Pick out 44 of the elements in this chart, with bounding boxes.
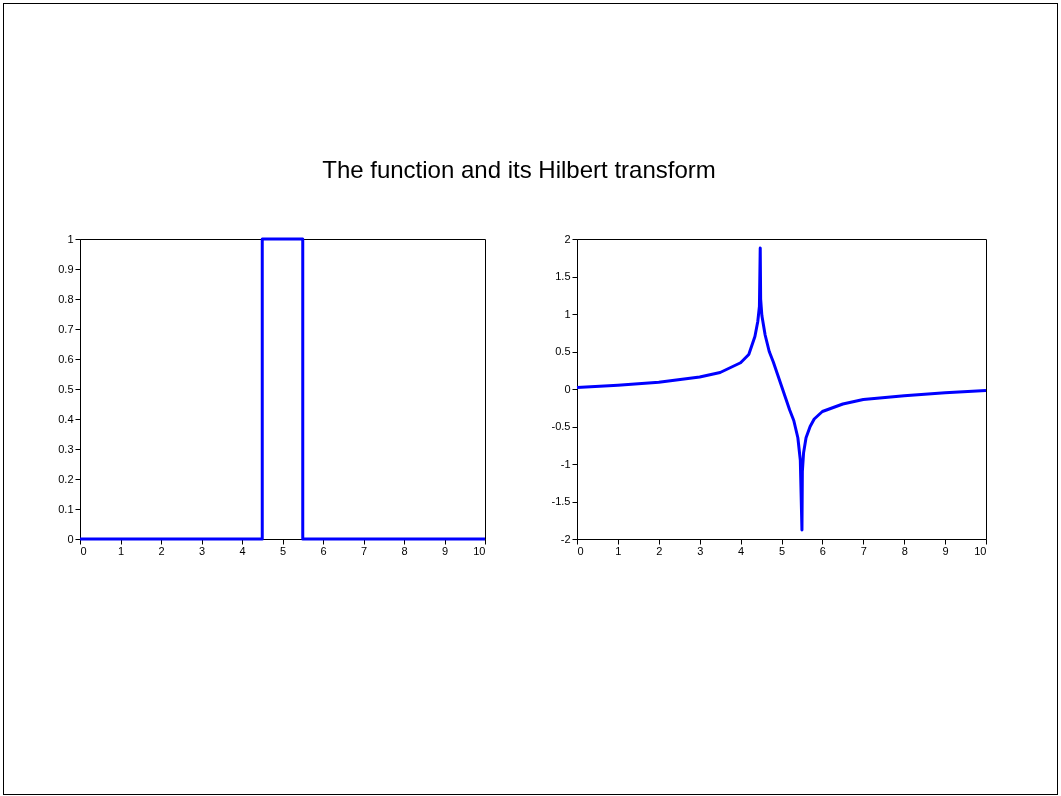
y-tick-label: 0.8 xyxy=(58,292,74,305)
y-tick-label: 1.5 xyxy=(555,270,571,282)
y-tick-label: 0.5 xyxy=(555,345,571,357)
x-tick-label: 6 xyxy=(320,544,327,557)
x-tick-label: 3 xyxy=(198,544,206,557)
x-tick-label: 9 xyxy=(441,544,449,557)
y-tick-label: -1.5 xyxy=(551,495,571,507)
x-tick-label: 5 xyxy=(279,544,287,557)
x-tick-label: 8 xyxy=(901,544,908,557)
x-tick-label: 2 xyxy=(158,544,165,557)
y-tick-label: 0 xyxy=(564,382,571,395)
x-tick-label: 1 xyxy=(615,544,622,557)
x-tick-label: 7 xyxy=(360,544,368,557)
x-tick-label: 7 xyxy=(860,544,867,557)
line-series xyxy=(575,246,988,532)
y-tick-label: -2 xyxy=(560,532,571,545)
x-tick-label: 2 xyxy=(656,544,663,557)
y-tick-label: 0 xyxy=(67,532,74,545)
y-tick-label: 0.5 xyxy=(58,382,74,395)
y-tick-label: 0.7 xyxy=(58,322,74,335)
y-tick-label: -0.5 xyxy=(551,420,571,432)
y-tick-label: 0.4 xyxy=(58,412,74,425)
x-tick-label: 1 xyxy=(117,544,125,557)
x-tick-label: 10 xyxy=(974,544,987,557)
chart-title: The function and its Hilbert transform xyxy=(321,156,717,184)
y-tick-label: 1 xyxy=(67,232,74,245)
y-tick-label: 0.1 xyxy=(58,502,74,515)
x-tick-label: 5 xyxy=(778,544,786,557)
x-tick-label: 0 xyxy=(577,544,584,557)
y-tick-label: 2 xyxy=(564,232,571,245)
x-tick-label: 0 xyxy=(80,544,87,557)
y-tick-label: 0.3 xyxy=(58,442,74,455)
x-tick-label: 8 xyxy=(401,544,408,557)
x-tick-label: 6 xyxy=(819,544,826,557)
y-tick-label: 0.6 xyxy=(58,352,74,365)
y-tick-label: 1 xyxy=(564,307,571,320)
x-tick-label: 3 xyxy=(697,544,704,557)
y-tick-label: 0.9 xyxy=(58,262,74,275)
y-tick-label: 0.2 xyxy=(58,472,74,485)
x-tick-label: 4 xyxy=(738,544,745,557)
y-tick-label: -1 xyxy=(560,457,571,470)
x-tick-label: 9 xyxy=(942,544,949,557)
x-tick-label: 10 xyxy=(473,544,486,557)
x-tick-label: 4 xyxy=(239,544,246,557)
